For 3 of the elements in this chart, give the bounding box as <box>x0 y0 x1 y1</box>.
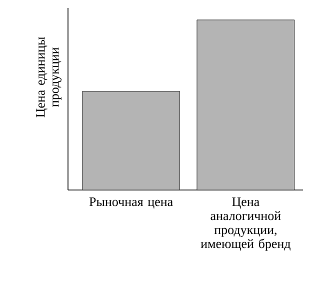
y-axis-title: Цена единицы продукции <box>36 36 62 118</box>
x-tick-label: Цена аналогичной продукции, имеющей бренд <box>200 198 290 251</box>
x-tick-label: Рыночная цена <box>89 198 173 209</box>
